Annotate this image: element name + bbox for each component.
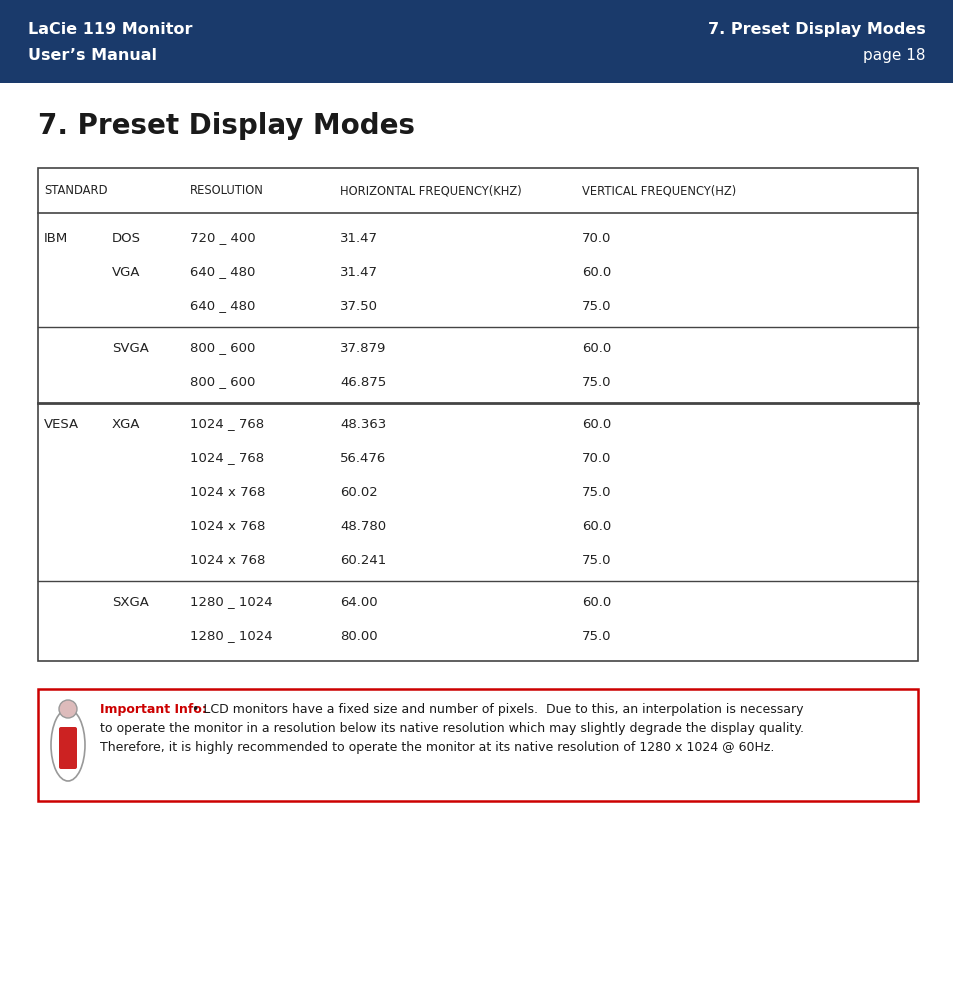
- Text: 800 _ 600: 800 _ 600: [190, 341, 255, 355]
- Text: to operate the monitor in a resolution below its native resolution which may sli: to operate the monitor in a resolution b…: [100, 722, 803, 735]
- Text: 1024 x 768: 1024 x 768: [190, 519, 265, 533]
- Text: 60.0: 60.0: [581, 519, 611, 533]
- FancyBboxPatch shape: [59, 727, 77, 769]
- Text: LaCie 119 Monitor: LaCie 119 Monitor: [28, 22, 193, 37]
- Text: User’s Manual: User’s Manual: [28, 48, 157, 63]
- Text: 1280 _ 1024: 1280 _ 1024: [190, 596, 273, 608]
- Text: 56.476: 56.476: [339, 451, 386, 465]
- Text: 75.0: 75.0: [581, 629, 611, 643]
- Text: SXGA: SXGA: [112, 596, 149, 608]
- Text: 75.0: 75.0: [581, 376, 611, 388]
- Text: DOS: DOS: [112, 232, 141, 245]
- Circle shape: [59, 700, 77, 718]
- Text: 640 _ 480: 640 _ 480: [190, 265, 255, 278]
- Text: 48.363: 48.363: [339, 418, 386, 431]
- Text: 70.0: 70.0: [581, 232, 611, 245]
- Text: 37.879: 37.879: [339, 341, 386, 355]
- Text: VGA: VGA: [112, 265, 140, 278]
- Text: 48.780: 48.780: [339, 519, 386, 533]
- Bar: [38, 689, 917, 801]
- Text: 80.00: 80.00: [339, 629, 377, 643]
- Text: 720 _ 400: 720 _ 400: [190, 232, 255, 245]
- Text: 37.50: 37.50: [339, 300, 377, 313]
- Text: 60.0: 60.0: [581, 418, 611, 431]
- Text: 1024 x 768: 1024 x 768: [190, 486, 265, 498]
- Text: 60.02: 60.02: [339, 486, 377, 498]
- Bar: [38, 168, 917, 661]
- Text: 75.0: 75.0: [581, 486, 611, 498]
- Text: 640 _ 480: 640 _ 480: [190, 300, 255, 313]
- Text: VESA: VESA: [44, 418, 79, 431]
- Text: 46.875: 46.875: [339, 376, 386, 388]
- Text: 60.241: 60.241: [339, 553, 386, 566]
- Text: 1024 _ 768: 1024 _ 768: [190, 451, 264, 465]
- Text: 64.00: 64.00: [339, 596, 377, 608]
- Text: 60.0: 60.0: [581, 596, 611, 608]
- Text: 7. Preset Display Modes: 7. Preset Display Modes: [707, 22, 925, 37]
- Text: page 18: page 18: [862, 48, 925, 63]
- Text: 75.0: 75.0: [581, 553, 611, 566]
- Text: IBM: IBM: [44, 232, 69, 245]
- Text: XGA: XGA: [112, 418, 140, 431]
- Text: 75.0: 75.0: [581, 300, 611, 313]
- Text: 31.47: 31.47: [339, 265, 377, 278]
- Text: Important Info:: Important Info:: [100, 703, 207, 716]
- Text: Therefore, it is highly recommended to operate the monitor at its native resolut: Therefore, it is highly recommended to o…: [100, 741, 774, 754]
- Text: RESOLUTION: RESOLUTION: [190, 184, 264, 197]
- Text: SVGA: SVGA: [112, 341, 149, 355]
- Text: VERTICAL FREQUENCY(HZ): VERTICAL FREQUENCY(HZ): [581, 184, 736, 197]
- Text: 1024 _ 768: 1024 _ 768: [190, 418, 264, 431]
- Text: 70.0: 70.0: [581, 451, 611, 465]
- Text: 1024 x 768: 1024 x 768: [190, 553, 265, 566]
- Text: 7. Preset Display Modes: 7. Preset Display Modes: [38, 112, 415, 140]
- Text: 800 _ 600: 800 _ 600: [190, 376, 255, 388]
- Text: STANDARD: STANDARD: [44, 184, 108, 197]
- Text: 1280 _ 1024: 1280 _ 1024: [190, 629, 273, 643]
- Text: 31.47: 31.47: [339, 232, 377, 245]
- Bar: [0, 0, 953, 83]
- Text: HORIZONTAL FREQUENCY(KHZ): HORIZONTAL FREQUENCY(KHZ): [339, 184, 521, 197]
- Text: 60.0: 60.0: [581, 265, 611, 278]
- Text: 60.0: 60.0: [581, 341, 611, 355]
- Text: • LCD monitors have a fixed size and number of pixels.  Due to this, an interpol: • LCD monitors have a fixed size and num…: [188, 703, 802, 716]
